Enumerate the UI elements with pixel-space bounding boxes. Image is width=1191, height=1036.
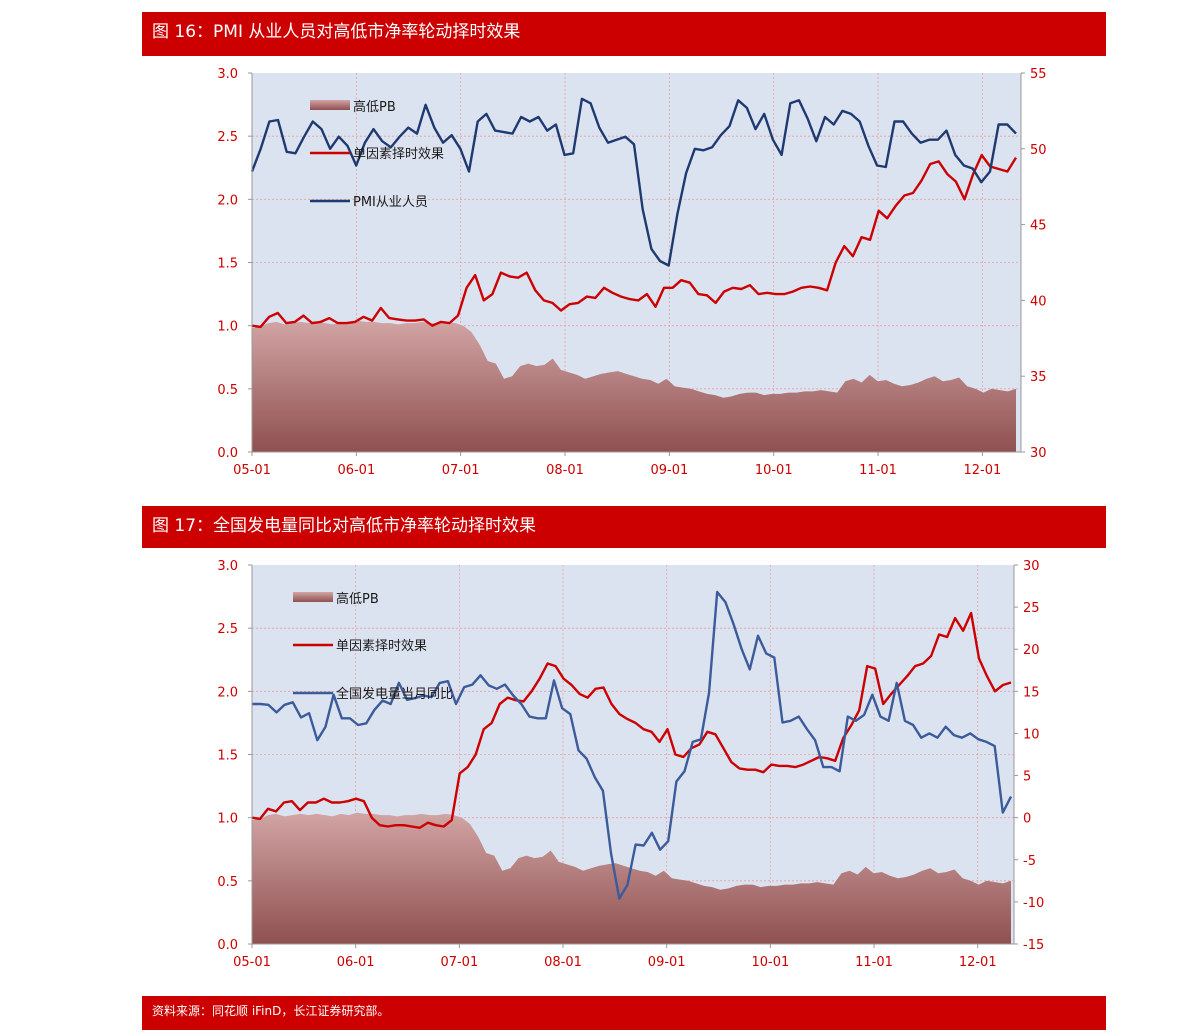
legend-label: 单因素择时效果	[336, 639, 427, 654]
tick-label-left: 0.0	[217, 446, 238, 461]
tick-label-left: 1.5	[217, 749, 238, 764]
tick-label-x: 11-01	[855, 955, 893, 970]
tick-label-x: 07-01	[440, 955, 478, 970]
tick-label-x: 11-01	[859, 463, 897, 478]
tick-label-left: 0.0	[217, 938, 238, 953]
figure-16-title-banner: 图 16：PMI 从业人员对高低市净率轮动择时效果	[142, 12, 1106, 56]
tick-label-x: 05-01	[233, 463, 271, 478]
tick-label-right: -10	[1023, 896, 1044, 911]
legend-swatch-area	[293, 592, 333, 602]
tick-label-left: 2.5	[217, 622, 238, 637]
tick-label-x: 06-01	[337, 955, 375, 970]
tick-label-right: 5	[1023, 770, 1031, 785]
tick-label-x: 10-01	[755, 463, 793, 478]
figure-17-title: 图 17：全国发电量同比对高低市净率轮动择时效果	[152, 516, 537, 536]
series-area-high-low-pb	[252, 812, 1011, 944]
tick-label-left: 2.5	[217, 130, 238, 145]
tick-label-right: 10	[1023, 727, 1040, 742]
tick-label-left: 1.0	[217, 320, 238, 335]
pmi-employment-chart: 0.0 0.5 1.0 1.5 2.0 2.5 3.0 30 35 40 45 50 55 05-01 06…	[217, 67, 1047, 478]
tick-label-x: 09-01	[648, 955, 686, 970]
tick-label-right: 0	[1023, 812, 1031, 827]
tick-label-left: 3.0	[217, 559, 238, 574]
figure-16-title: 图 16：PMI 从业人员对高低市净率轮动择时效果	[152, 22, 521, 42]
tick-label-x: 10-01	[751, 955, 789, 970]
tick-label-left: 3.0	[217, 67, 238, 82]
tick-label-right: 55	[1030, 67, 1047, 82]
tick-label-right: 15	[1023, 685, 1040, 700]
tick-label-x: 08-01	[546, 463, 584, 478]
legend-label: 高低PB	[353, 99, 396, 115]
tick-label-left: 1.0	[217, 812, 238, 827]
source-note: 资料来源：同花顺 iFinD，长江证券研究部。	[152, 1004, 390, 1018]
tick-label-right: 45	[1030, 219, 1047, 234]
legend-label: 全国发电量当月同比	[336, 686, 453, 702]
legend-swatch-area	[310, 100, 350, 110]
tick-label-left: 2.0	[217, 685, 238, 700]
tick-label-right: 35	[1030, 370, 1047, 385]
legend-label: 高低PB	[336, 591, 379, 607]
tick-label-left: 2.0	[217, 193, 238, 208]
tick-label-right: 20	[1023, 643, 1040, 658]
tick-label-right: 25	[1023, 601, 1040, 616]
tick-label-x: 12-01	[964, 463, 1002, 478]
tick-label-right: -15	[1023, 938, 1044, 953]
legend-label: 单因素择时效果	[353, 147, 444, 162]
tick-label-left: 1.5	[217, 257, 238, 272]
tick-label-right: 30	[1023, 559, 1040, 574]
series-line-single-factor	[251, 611, 1012, 829]
tick-label-x: 09-01	[650, 463, 688, 478]
tick-label-right: 30	[1030, 446, 1047, 461]
source-banner: 资料来源：同花顺 iFinD，长江证券研究部。	[142, 996, 1106, 1030]
tick-label-x: 05-01	[233, 955, 271, 970]
series-area-high-low-pb	[252, 320, 1016, 452]
legend-label: PMI从业人员	[353, 195, 428, 210]
tick-label-left: 0.5	[217, 383, 238, 398]
tick-label-right: 50	[1030, 143, 1047, 158]
series-line-single-factor	[251, 153, 1018, 329]
series-line-macro-indicator	[252, 590, 1013, 900]
power-generation-chart: 0.0 0.5 1.0 1.5 2.0 2.5 3.0 -15 -10 -5 0 5 10 15 20 25 3…	[217, 559, 1044, 970]
series-line-macro-indicator	[250, 97, 1017, 267]
tick-label-x: 07-01	[442, 463, 480, 478]
tick-label-right: -5	[1023, 854, 1036, 869]
tick-label-left: 0.5	[217, 875, 238, 890]
tick-label-x: 06-01	[337, 463, 375, 478]
figure-17-title-banner: 图 17：全国发电量同比对高低市净率轮动择时效果	[142, 506, 1106, 548]
tick-label-right: 40	[1030, 294, 1047, 309]
tick-label-x: 12-01	[959, 955, 997, 970]
tick-label-x: 08-01	[544, 955, 582, 970]
